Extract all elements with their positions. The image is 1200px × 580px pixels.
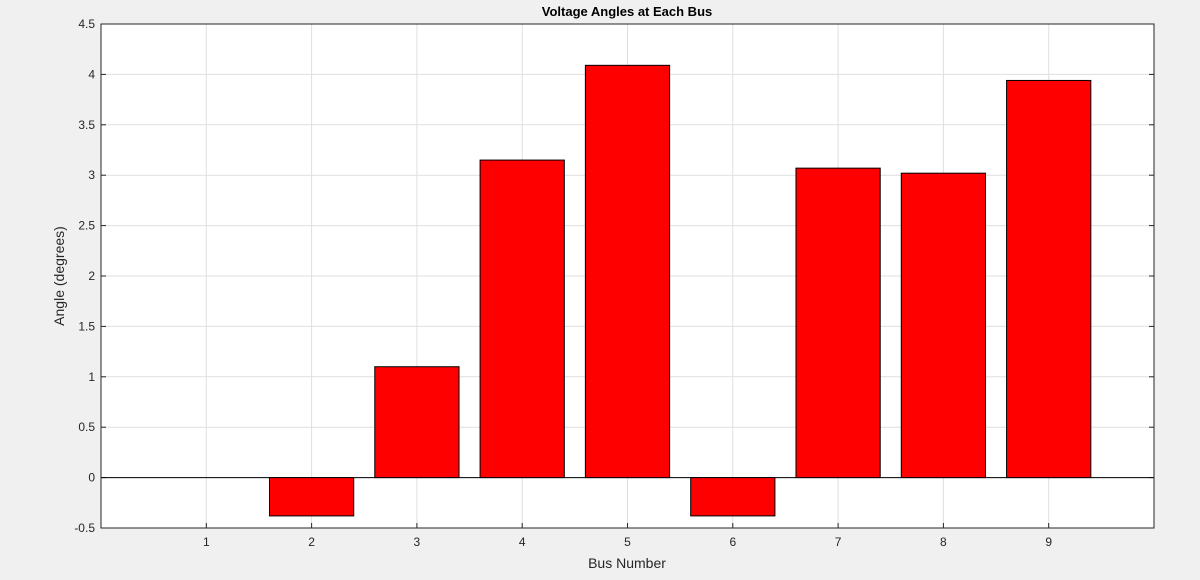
y-tick-label: 1 — [88, 370, 95, 384]
y-tick-label: 4.5 — [78, 17, 95, 31]
y-tick-label: 1.5 — [78, 319, 95, 333]
y-tick-label: 3 — [88, 168, 95, 182]
y-tick-label: 2 — [88, 269, 95, 283]
y-tick-label: 2.5 — [78, 219, 95, 233]
x-tick-labels: 1 2 3 4 5 6 7 8 9 — [203, 535, 1052, 549]
x-tick-label: 1 — [203, 535, 210, 549]
bar-bus-7 — [795, 167, 881, 479]
x-tick-label: 3 — [414, 535, 421, 549]
bar-bus-8 — [900, 172, 987, 479]
chart-title: Voltage Angles at Each Bus — [542, 4, 713, 19]
plot-frame — [100, 23, 1155, 529]
x-tick-label: 2 — [308, 535, 315, 549]
bar-bus-6 — [690, 477, 776, 517]
x-tick-label: 8 — [940, 535, 947, 549]
x-tick-label: 6 — [729, 535, 736, 549]
bar-bus-9 — [1006, 79, 1092, 479]
y-tick-label: 0.5 — [78, 420, 95, 434]
x-tick-label: 9 — [1045, 535, 1052, 549]
bar-bus-3 — [374, 366, 460, 479]
x-tick-label: 4 — [519, 535, 526, 549]
y-tick-label: 4 — [88, 67, 95, 81]
bars — [268, 64, 1092, 517]
y-tick-label: 0 — [88, 471, 95, 485]
bar-bus-2 — [268, 477, 355, 517]
y-tick-label: 3.5 — [78, 118, 95, 132]
y-tick-label: -0.5 — [74, 521, 95, 535]
x-tick-label: 5 — [624, 535, 631, 549]
x-tick-label: 7 — [835, 535, 842, 549]
x-axis-label: Bus Number — [588, 555, 666, 571]
y-axis-label: Angle (degrees) — [51, 226, 67, 326]
y-tick-labels: -0.5 0 0.5 1 1.5 2 2.5 3 3.5 4 4.5 — [74, 17, 95, 535]
bar-bus-4 — [479, 159, 565, 479]
bar-bus-5 — [584, 64, 671, 479]
